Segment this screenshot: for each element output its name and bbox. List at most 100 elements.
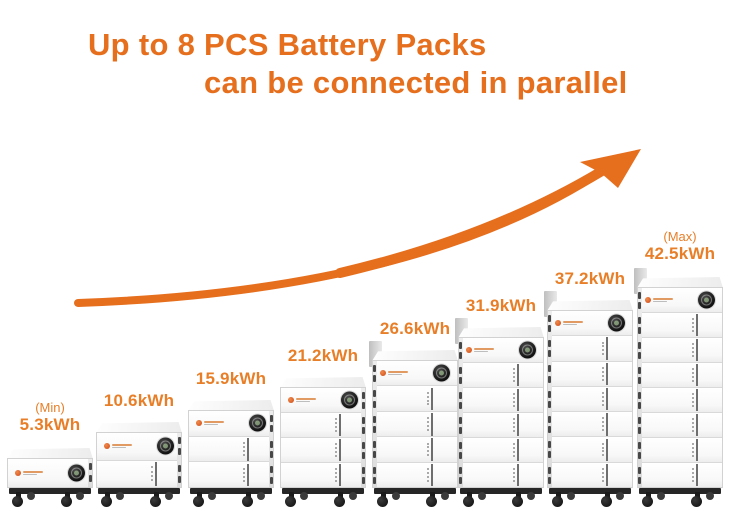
caster [597,492,631,507]
panel-seam [605,337,608,360]
latch-mark [459,401,462,409]
pack-front-face [458,337,544,488]
panel-seam [430,438,433,461]
battery-module [638,312,722,337]
caster-stem [605,492,610,499]
brand-logo-icon [644,297,673,303]
panel-seam [338,414,341,437]
vent-dots [334,418,337,432]
battery-module [97,433,181,460]
pack-front-face [7,458,93,488]
battery-module [373,461,457,488]
panel-seam [605,388,608,411]
caster-stem [381,492,386,499]
capacity-value: 10.6kWh [103,391,175,410]
battery-display [698,291,716,309]
latch-mark [373,476,376,484]
caster-stem [556,492,561,499]
vent-dots [150,466,153,482]
caster-wheel [478,492,486,500]
latch-mark [638,451,641,459]
caster [189,492,223,507]
latch-mark [270,440,273,448]
latch-mark [178,448,181,456]
battery-pack-1 [7,448,93,508]
latch-mark [638,466,641,474]
caster-wheel [601,496,612,507]
pack-top-face [637,277,723,288]
panel-seam [605,413,608,436]
capacity-annotation: (Min) [35,400,65,415]
capacity-label: (Max) 42.5kWh [610,229,741,263]
vent-dots [601,341,604,356]
latch-mark [373,400,376,408]
caster-wheel [334,496,345,507]
pack-top-face [96,422,182,433]
latch-mark [89,463,92,471]
latch-mark [459,426,462,434]
vent-dots [426,417,429,431]
capacity-label: 26.6kWh [345,319,485,338]
battery-module [638,437,722,462]
caster-wheel [377,496,388,507]
latch-mark [638,376,641,384]
battery-module [459,437,543,462]
latch-mark [362,451,365,459]
latch-mark [548,476,551,484]
caster-wheel [616,492,624,500]
latch-mark [373,441,376,449]
battery-display [341,391,359,409]
battery-module [638,387,722,412]
vent-dots [691,443,694,457]
battery-display [433,364,451,382]
panel-seam [338,464,341,487]
latch-mark [548,314,551,322]
caster-wheel [441,492,449,500]
panel-seam [695,464,698,487]
latch-mark [638,326,641,334]
latch-mark [638,426,641,434]
pack-front-face [188,410,274,488]
caster [97,492,131,507]
latch-mark [270,476,273,484]
panel-seam [695,364,698,387]
latch-mark [362,466,365,474]
brand-logo-icon [465,347,494,353]
vent-dots [334,443,337,457]
pack-front-face [96,432,182,488]
caster [422,492,456,507]
panel-seam [516,439,519,462]
brand-logo-icon [103,443,132,450]
caster [8,492,42,507]
battery-pack-7 [544,291,633,508]
battery-module [8,459,92,487]
vent-dots [601,468,604,482]
battery-module [189,411,273,436]
caster [459,492,493,507]
caster-stem [154,492,159,499]
battery-display [249,414,267,432]
latch-mark [638,401,641,409]
latch-mark [362,476,365,484]
capacity-label: 31.9kWh [431,296,571,315]
latch-mark [459,476,462,484]
caster-stem [467,492,472,499]
caster-stem [516,492,521,499]
caster-stem [246,492,251,499]
vent-dots [512,393,515,407]
latch-mark [548,451,551,459]
latch-mark [362,391,365,399]
caster-stem [16,492,21,499]
caster-wheel [300,492,308,500]
latch-mark [373,364,376,372]
caster [687,492,721,507]
caster-wheel [61,496,72,507]
caster-wheel [527,492,535,500]
pack-top-face [188,400,274,411]
caster-base [282,488,364,494]
capacity-value: 42.5kWh [644,244,716,263]
caster [330,492,364,507]
latch-mark [270,414,273,422]
capacity-label: 21.2kWh [253,346,393,365]
latch-mark [362,441,365,449]
